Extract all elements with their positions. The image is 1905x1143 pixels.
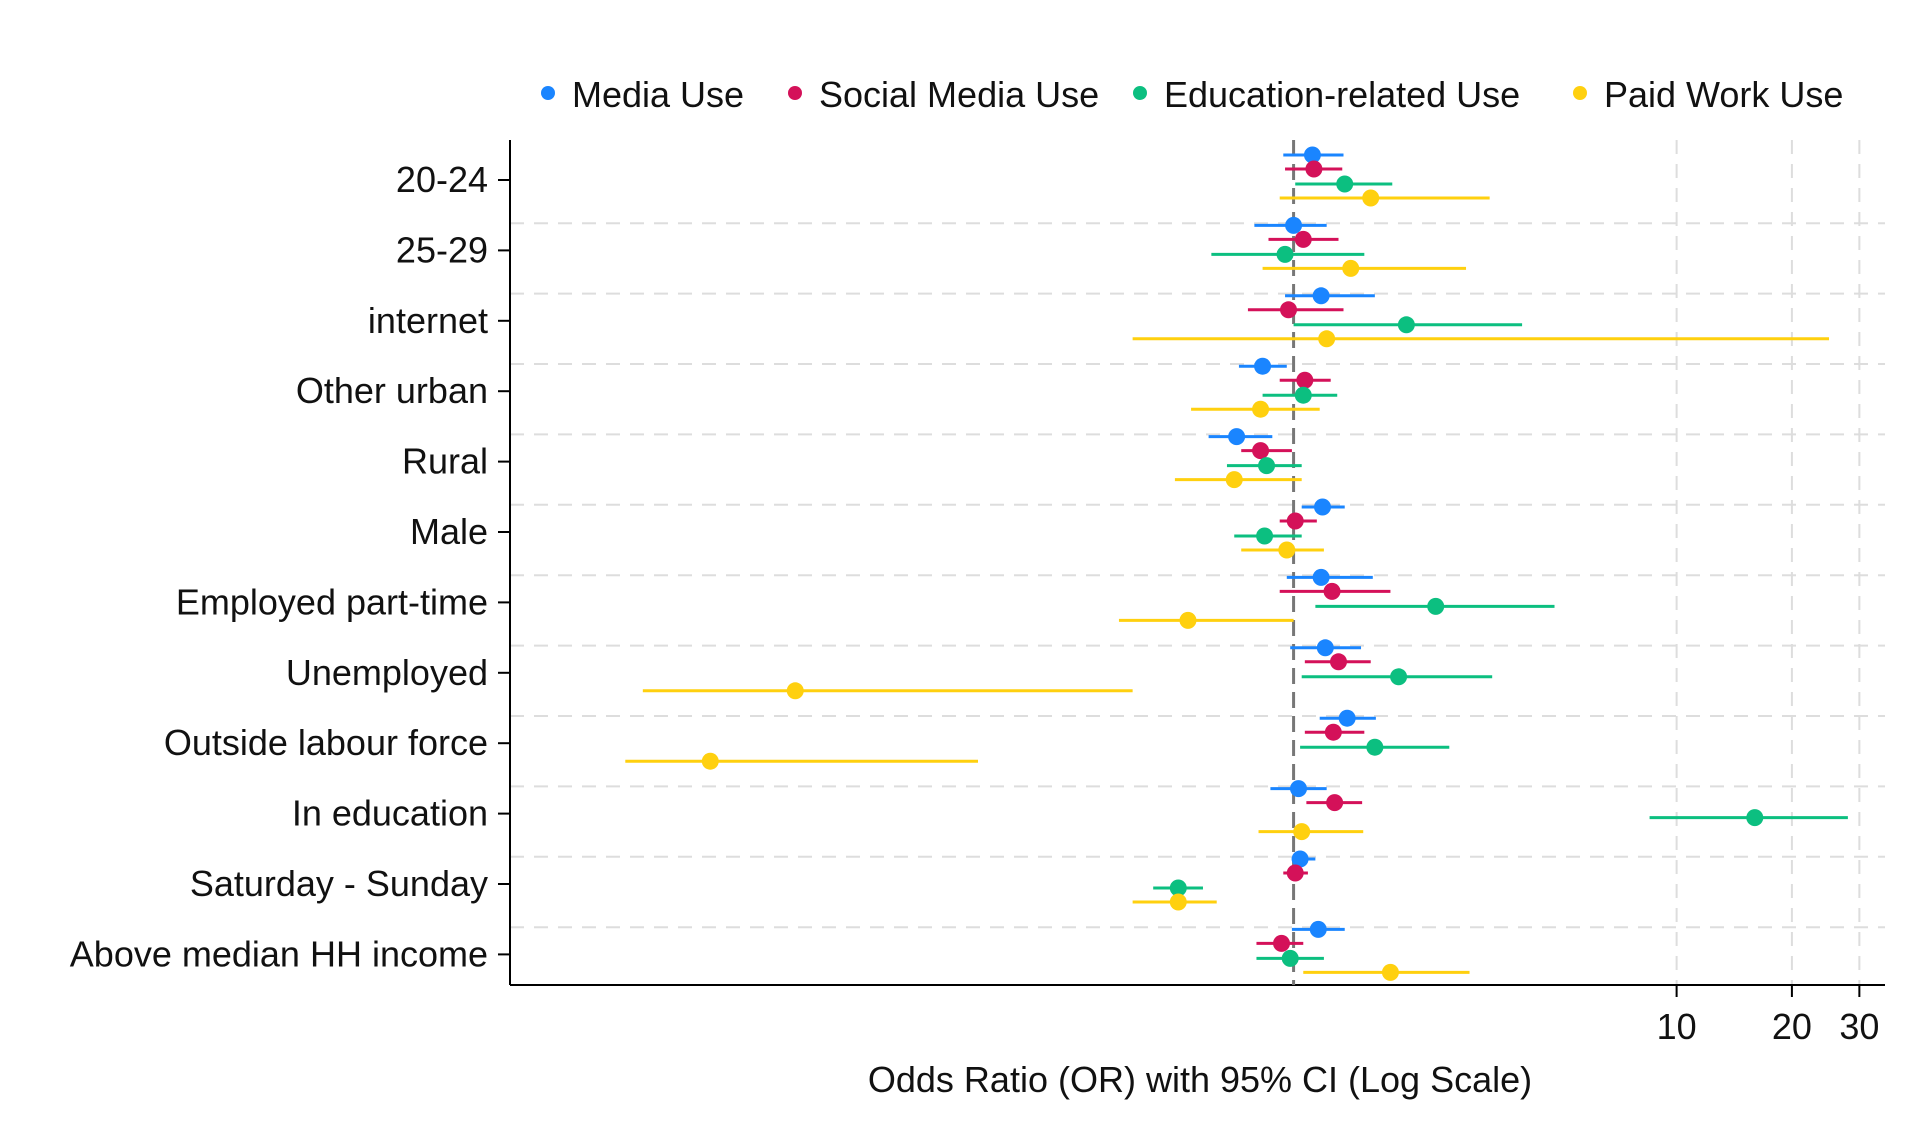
or-point [1366, 738, 1384, 756]
or-point [1289, 780, 1307, 798]
or-point [1329, 653, 1347, 671]
or-point [1280, 301, 1298, 319]
or-point [701, 752, 719, 770]
or-point [1276, 245, 1294, 263]
x-tick-label: 10 [1657, 1006, 1697, 1047]
or-point [1294, 230, 1312, 248]
legend-label: Media Use [572, 74, 744, 115]
x-tick-label: 30 [1839, 1006, 1879, 1047]
y-category-label: Male [410, 511, 488, 552]
or-point [1324, 723, 1342, 741]
y-category-label: Unemployed [286, 652, 488, 693]
or-point [1286, 512, 1304, 530]
y-category-label: Saturday - Sunday [190, 863, 488, 904]
or-point [1336, 175, 1354, 193]
or-point [1296, 371, 1314, 389]
or-point [1326, 794, 1344, 812]
legend-layer: Media Use Social Media Use Education-relat… [541, 74, 1843, 115]
or-point [1291, 850, 1309, 868]
or-point [1169, 879, 1187, 897]
or-point [1293, 823, 1311, 841]
or-point [1312, 287, 1330, 305]
grid-layer [510, 140, 1885, 985]
or-point [1362, 189, 1380, 207]
y-category-label: internet [368, 300, 488, 341]
legend-marker [788, 86, 802, 100]
or-point [1285, 216, 1303, 234]
y-category-label: In education [292, 793, 488, 834]
or-point [1323, 582, 1341, 600]
y-category-label: 20-24 [396, 159, 488, 200]
or-point [1258, 457, 1276, 475]
or-point [1427, 597, 1445, 615]
y-category-label: 25-29 [396, 229, 488, 270]
or-point [1390, 668, 1408, 686]
legend-marker [541, 86, 555, 100]
legend-label: Social Media Use [819, 74, 1099, 115]
series-social-media-use [1241, 160, 1391, 952]
marks-layer [625, 146, 1848, 981]
y-category-label: Outside labour force [164, 722, 488, 763]
y-category-label: Rural [402, 441, 488, 482]
or-point [1286, 864, 1304, 882]
or-point [1303, 146, 1321, 164]
series-paid-work-use [625, 189, 1830, 981]
or-point [1314, 498, 1332, 516]
y-category-label: Above median HH income [70, 933, 488, 974]
or-point [1305, 160, 1323, 178]
labels-layer: 10 20 30 20-24 25-29 internet Other urban Rural… [70, 159, 1880, 1047]
or-point [1179, 611, 1197, 629]
or-point [1256, 527, 1274, 545]
or-point [1342, 259, 1360, 277]
or-point [1312, 568, 1330, 586]
or-point [1254, 357, 1272, 375]
or-point [1252, 400, 1270, 418]
or-point [1252, 442, 1270, 460]
or-point [1318, 330, 1336, 348]
axis-layer [498, 140, 1885, 997]
or-point [1338, 709, 1356, 727]
series-media-use [1208, 146, 1376, 938]
or-point [1281, 949, 1299, 967]
or-point [1746, 809, 1764, 827]
or-point [1169, 893, 1187, 911]
or-point [1309, 920, 1327, 938]
x-tick-label: 20 [1772, 1006, 1812, 1047]
or-point [1381, 963, 1399, 981]
legend-label: Education-related Use [1164, 74, 1520, 115]
legend-label: Paid Work Use [1604, 74, 1843, 115]
or-point [1294, 386, 1312, 404]
series-education-related-use [1153, 175, 1848, 967]
x-axis-title: Odds Ratio (OR) with 95% CI (Log Scale) [868, 1059, 1532, 1100]
or-point [1397, 316, 1415, 334]
legend-marker [1133, 86, 1147, 100]
y-category-label: Other urban [296, 370, 488, 411]
or-point [1316, 639, 1334, 657]
or-point [786, 682, 804, 700]
legend-marker [1573, 86, 1587, 100]
or-point [1278, 541, 1296, 559]
or-point [1225, 471, 1243, 489]
y-category-label: Employed part-time [176, 581, 488, 622]
or-point [1228, 428, 1246, 446]
or-point [1273, 934, 1291, 952]
